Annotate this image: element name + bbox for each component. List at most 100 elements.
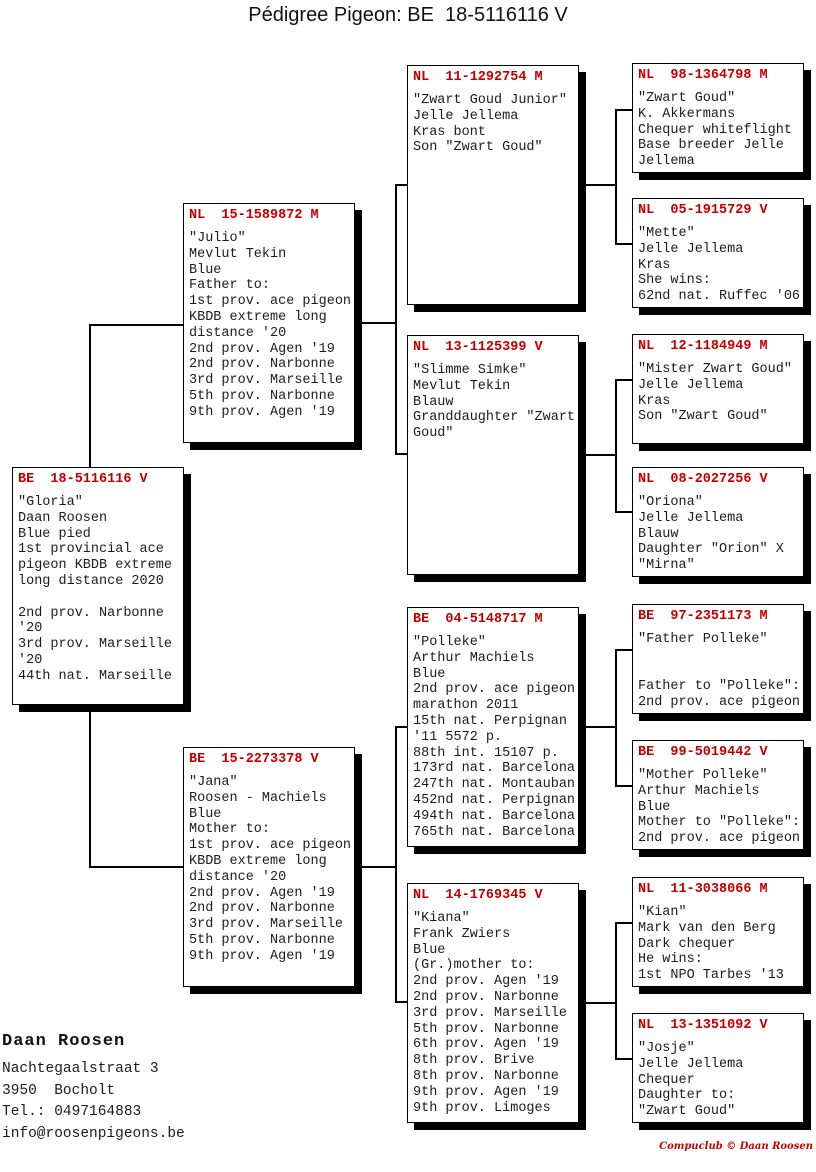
box-line: Blue pied [18, 526, 91, 542]
box-line: 2nd prov. Agen '19 [413, 974, 559, 990]
box-line: "Mirna" [638, 558, 695, 574]
box-line: distance '20 [189, 325, 287, 341]
box-line: "Julio" [189, 231, 246, 246]
ring-number: NL 14-1769345 V [413, 888, 543, 903]
box-line: Dark chequer [638, 936, 736, 952]
ring-number: NL 98-1364798 M [638, 68, 768, 83]
box-line: 452nd nat. Perpignan [413, 792, 576, 808]
pedigree-connector-line [579, 184, 617, 186]
pedigree-connector-line [615, 923, 617, 1059]
box-line: 2nd prov. ace pigeon [413, 682, 576, 698]
box-line: 1st NPO Tarbes '13 [638, 968, 784, 984]
box-line: "Mette" [638, 226, 695, 241]
box-line: 494th nat. Barcelona [413, 808, 576, 824]
box-line: Jellema [638, 154, 695, 170]
box-line: "Kian" [638, 905, 687, 920]
box-line: 5th prov. Narbonne [189, 388, 335, 404]
box-line: 1st provincial ace [18, 542, 164, 558]
pedigree-connector-line [615, 109, 617, 244]
pedigree-box-father: NL 15-1589872 M "Julio" Mevlut Tekin Blue Fa… [183, 203, 355, 443]
box-line: Frank Zwiers [413, 926, 511, 942]
box-line: 173rd nat. Barcelona [413, 761, 576, 777]
box-line: Blue [413, 666, 446, 682]
pedigree-connector-line [395, 184, 407, 186]
ring-number: BE 04-5148717 M [413, 612, 543, 627]
box-line: "Zwart Goud" [638, 91, 736, 106]
pedigree-connector-line [615, 785, 632, 787]
box-line: 8th prov. Brive [413, 1053, 535, 1069]
box-line: distance '20 [189, 869, 287, 885]
pedigree-connector-line [615, 1058, 632, 1060]
pedigree-connector-line [615, 650, 617, 786]
box-line: Blue [413, 942, 446, 958]
box-line: "Zwart Goud" [638, 1104, 736, 1120]
pedigree-connector-line [579, 1002, 617, 1004]
box-line: Base breeder Jelle [638, 138, 784, 154]
box-line: 247th nat. Montauban [413, 777, 576, 793]
box-line: 8th prov. Narbonne [413, 1068, 559, 1084]
pedigree-box-fmm: NL 08-2027256 V "Oriona" Jelle Jellema Blau… [632, 467, 804, 577]
box-line: 2nd prov. ace pigeon [638, 695, 801, 711]
box-line: He wins: [638, 952, 703, 968]
box-line: Mark van den Berg [638, 920, 776, 936]
pedigree-connector-line [615, 243, 632, 245]
box-line: long distance 2020 [18, 573, 164, 589]
box-line: "Father Polleke" [638, 632, 768, 647]
box-line: Daan Roosen [18, 510, 108, 526]
pedigree-connector-line [89, 705, 91, 867]
breeder-address-street: Nachtegaalstraat 3 [2, 1061, 159, 1077]
pedigree-box-mfm: BE 99-5019442 V "Mother Polleke" Arthur Ma… [632, 740, 804, 850]
box-line [18, 590, 180, 606]
box-line: "Mother Polleke" [638, 768, 768, 783]
box-line: 1st prov. ace pigeon [189, 294, 352, 310]
breeder-name: Daan Roosen [2, 1032, 126, 1051]
box-line: 62nd nat. Ruffec '06 [638, 289, 801, 305]
pedigree-connector-line [615, 380, 617, 513]
box-line: Mevlut Tekin [189, 246, 287, 262]
box-line: Chequer [638, 1072, 695, 1088]
pedigree-connector-line [395, 185, 397, 455]
ring-number: NL 13-1351092 V [638, 1018, 768, 1033]
box-line: Father to: [189, 278, 271, 294]
ring-number: NL 08-2027256 V [638, 472, 768, 487]
box-line: Roosen - Machiels [189, 790, 327, 806]
box-line: "Jana" [189, 775, 238, 790]
box-line: Kras [638, 393, 671, 409]
box-line: marathon 2011 [413, 698, 519, 714]
pedigree-connector-line [395, 453, 407, 455]
box-line: (Gr.)mother to: [413, 958, 535, 974]
pedigree-connector-line [579, 726, 617, 728]
box-line: Blauw [638, 526, 679, 542]
ring-number: NL 15-1589872 M [189, 208, 319, 223]
box-line: pigeon KBDB extreme [18, 558, 172, 574]
ring-number: NL 05-1915729 V [638, 203, 768, 218]
box-line: Granddaughter "Zwart [413, 410, 576, 426]
box-line: 9th prov. Limoges [413, 1100, 551, 1116]
pedigree-connector-line [355, 322, 396, 324]
pedigree-box-mm: NL 14-1769345 V "Kiana" Frank Zwiers Blue (G… [407, 883, 579, 1123]
box-line: Jelle Jellema [638, 377, 744, 393]
pedigree-box-mf: BE 04-5148717 M "Polleke" Arthur Machiels B… [407, 607, 579, 847]
box-line: 9th prov. Agen '19 [189, 404, 335, 420]
software-credit: Compuclub © Daan Roosen [659, 1141, 813, 1152]
breeder-address-city: 3950 Bocholt [2, 1082, 116, 1099]
box-line: Chequer whiteflight [638, 122, 792, 138]
pedigree-box-ffm: NL 05-1915729 V "Mette" Jelle Jellema Kras S… [632, 198, 804, 308]
box-line: Daughter "Orion" X [638, 542, 784, 558]
pedigree-box-subject: BE 18-5116116 V "Gloria" Daan Roosen Blue p… [12, 467, 184, 705]
box-line: "Slimme Simke" [413, 363, 527, 378]
box-line: Jelle Jellema [638, 510, 744, 526]
box-line: '11 5572 p. [413, 729, 503, 745]
box-line: "Kiana" [413, 911, 470, 926]
box-line: Blue [638, 799, 671, 815]
box-line [638, 664, 800, 680]
box-line: Blue [189, 806, 222, 822]
box-line: Jelle Jellema [413, 108, 519, 124]
ring-number: NL 12-1184949 M [638, 339, 768, 354]
box-line: Blue [189, 262, 222, 278]
box-line: Arthur Machiels [413, 650, 535, 666]
box-line: 2nd prov. Narbonne [413, 989, 559, 1005]
box-line: KBDB extreme long [189, 853, 327, 869]
box-line: "Polleke" [413, 635, 486, 650]
breeder-phone: Tel.: 0497164883 [2, 1104, 142, 1120]
